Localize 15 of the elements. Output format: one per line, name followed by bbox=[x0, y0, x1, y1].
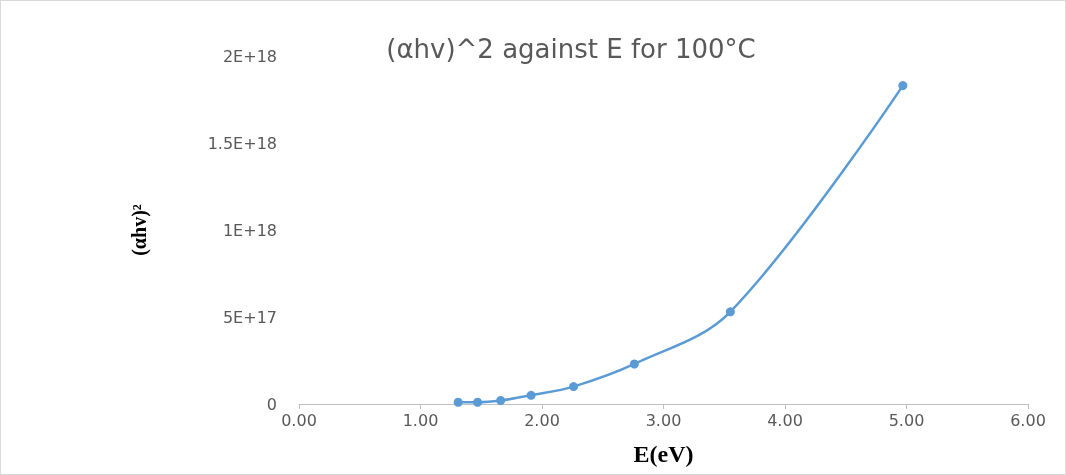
y-tick-label: 5E+17 bbox=[222, 307, 277, 327]
x-tick-label: 2.00 bbox=[524, 410, 560, 430]
chart-title: (αhv)^2 against E for 100°C bbox=[386, 34, 756, 64]
y-tick-label: 0 bbox=[266, 394, 277, 414]
y-tick-label: 2E+18 bbox=[222, 46, 277, 66]
y-tick-label: 1.5E+18 bbox=[207, 133, 277, 153]
x-tick-label: 0.00 bbox=[281, 410, 317, 430]
y-tick-label: 1E+18 bbox=[222, 220, 277, 240]
x-tick-label: 3.00 bbox=[645, 410, 682, 430]
y-axis-title: (αhv)² bbox=[128, 204, 151, 256]
x-axis-title: E(eV) bbox=[633, 441, 694, 467]
x-tick-label: 5.00 bbox=[888, 410, 925, 430]
x-tick-label: 4.00 bbox=[767, 410, 803, 430]
x-tick-label: 1.00 bbox=[402, 410, 439, 430]
x-tick-label: 6.00 bbox=[1010, 410, 1046, 430]
